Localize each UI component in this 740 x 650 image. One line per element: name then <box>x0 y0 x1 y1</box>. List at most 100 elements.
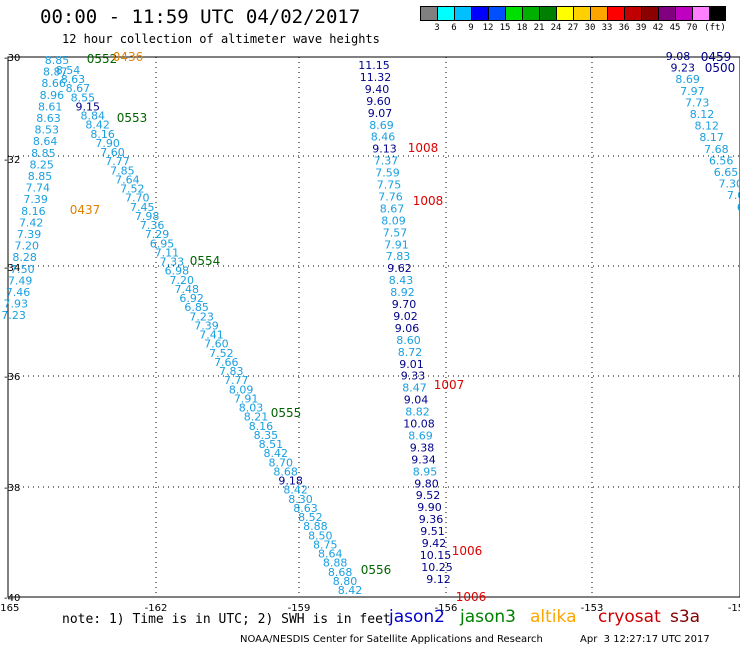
colorbar-swatch <box>692 6 709 21</box>
wave-height-value: 7.30 <box>719 178 740 191</box>
wave-height-value: 7.42 <box>19 216 44 229</box>
legend-item-jason2: jason2 <box>389 607 445 627</box>
wave-height-value: 9.52 <box>416 489 441 502</box>
wave-height-value: 9.40 <box>365 83 390 96</box>
wave-height-value: 7.49 <box>8 274 33 287</box>
colorbar-swatch <box>539 6 556 21</box>
wave-height-value: 9.42 <box>422 537 447 550</box>
colorbar-tick-label: 70 <box>686 23 698 33</box>
wave-height-value: 6.56 <box>709 154 734 167</box>
wave-height-value: 8.68 <box>273 465 298 478</box>
wave-height-value: 7.20 <box>15 240 40 253</box>
credit-text: NOAA/NESDIS Center for Satellite Applica… <box>240 634 543 645</box>
colorbar-tick-label: 42 <box>652 23 664 33</box>
wave-height-value: 8.42 <box>338 584 363 597</box>
wave-height-value: 8.66 <box>41 77 66 90</box>
colorbar-tick-label: 9 <box>468 23 474 33</box>
colorbar-swatch <box>641 6 658 21</box>
wave-height-value: 8.53 <box>35 124 60 137</box>
wave-height-value: 7.91 <box>234 392 259 405</box>
wave-height-value: 7.39 <box>17 228 42 241</box>
wave-height-value: 7.33 <box>160 256 185 269</box>
wave-height-value: 7.46 <box>6 286 31 299</box>
wave-height-value: 7.77 <box>105 155 130 168</box>
wave-height-value: 10.08 <box>403 418 435 431</box>
wave-height-value: 8.47 <box>402 382 427 395</box>
wave-height-value: 7.90 <box>95 137 120 150</box>
colorbar-swatch <box>437 6 454 21</box>
wave-height-value: 9.70 <box>392 298 417 311</box>
wave-height-value: 8.42 <box>264 447 289 460</box>
wave-height-value: 6.92 <box>179 292 204 305</box>
wave-height-value: 8.12 <box>695 120 720 133</box>
legend-item-cryosat: cryosat <box>598 607 661 627</box>
wave-height-value: 7.66 <box>214 356 239 369</box>
wave-height-value: 7.64 <box>115 173 140 186</box>
pass-time-label: 0554 <box>190 254 221 268</box>
wave-height-value: 8.16 <box>249 420 274 433</box>
colorbar-tick-label: 39 <box>635 23 647 33</box>
wave-height-value: 8.67 <box>66 82 91 95</box>
wave-height-value: 7.70 <box>125 192 150 205</box>
map-frame <box>7 56 740 598</box>
longitude-label: -156 <box>435 603 458 614</box>
wave-height-value: 7.98 <box>135 210 160 223</box>
wave-height-value: 8.85 <box>45 54 70 67</box>
wave-height-value: 10.15 <box>420 549 452 562</box>
colorbar-swatch <box>522 6 539 21</box>
wave-height-value: 9.12 <box>426 573 451 586</box>
wave-height-value: 8.17 <box>699 131 724 144</box>
latitude-label: -36 <box>4 372 20 383</box>
colorbar-tick-label: 27 <box>567 23 579 33</box>
wave-height-value: 8.67 <box>380 202 405 215</box>
wave-height-value: 7.85 <box>110 164 135 177</box>
wave-height-value: 7.74 <box>26 182 51 195</box>
wave-height-value: 9.34 <box>411 453 436 466</box>
colorbar-tick-label: (ft) <box>704 23 726 33</box>
wave-height-value: 8.42 <box>283 484 308 497</box>
wave-height-value: 8.63 <box>61 73 86 86</box>
colorbar-swatch <box>454 6 471 21</box>
wave-height-value: 8.68 <box>328 566 353 579</box>
wave-height-value: 8.85 <box>28 170 53 183</box>
wave-height-value: 7.60 <box>100 146 125 159</box>
wave-height-value: 8.35 <box>254 429 279 442</box>
wave-height-value: 9.62 <box>387 262 412 275</box>
wave-height-value: 8.96 <box>40 89 65 102</box>
longitude-label: -162 <box>145 603 168 614</box>
wave-height-value: 9.15 <box>76 100 101 113</box>
colorbar-swatch <box>624 6 641 21</box>
wave-height-value: 7.60 <box>204 338 229 351</box>
wave-height-value: 8.12 <box>690 108 715 121</box>
legend-item-s3a: s3a <box>670 607 701 627</box>
wave-height-value: 9.07 <box>368 107 393 120</box>
wave-height-value: 9.13 <box>372 143 397 156</box>
wave-height-value: 7.83 <box>219 365 244 378</box>
wave-height-value: 6 <box>737 201 740 214</box>
wave-height-value: 8.30 <box>288 493 313 506</box>
wave-height-value: 8.88 <box>303 520 328 533</box>
latitude-label: -34 <box>4 263 20 274</box>
wave-height-value: 7.57 <box>383 226 408 239</box>
wave-height-value: 6.95 <box>150 237 175 250</box>
wave-height-value: 8.09 <box>229 383 254 396</box>
colorbar-tick-label: 15 <box>499 23 511 33</box>
wave-height-value: 7.41 <box>199 329 224 342</box>
wave-height-value: 8.69 <box>675 73 700 86</box>
pass-time-label: 1007 <box>434 378 465 392</box>
wave-height-value: 9.90 <box>417 501 442 514</box>
wave-height-value: 8.87 <box>43 66 68 79</box>
wave-height-value: 6.85 <box>184 301 209 314</box>
wave-height-value: 8.60 <box>396 334 421 347</box>
wave-height-value: 10.25 <box>421 561 453 574</box>
wave-height-value: 7.37 <box>374 155 399 168</box>
wave-height-value: 8.69 <box>369 119 394 132</box>
wave-height-value: 7.68 <box>704 143 729 156</box>
colorbar-tick-label: 36 <box>618 23 630 33</box>
wave-height-value: 8.43 <box>389 274 414 287</box>
wave-height-value: 9.80 <box>414 477 439 490</box>
colorbar-swatches <box>420 6 726 21</box>
wave-height-value: 9.60 <box>366 95 391 108</box>
wave-height-value: 11.32 <box>360 71 392 84</box>
